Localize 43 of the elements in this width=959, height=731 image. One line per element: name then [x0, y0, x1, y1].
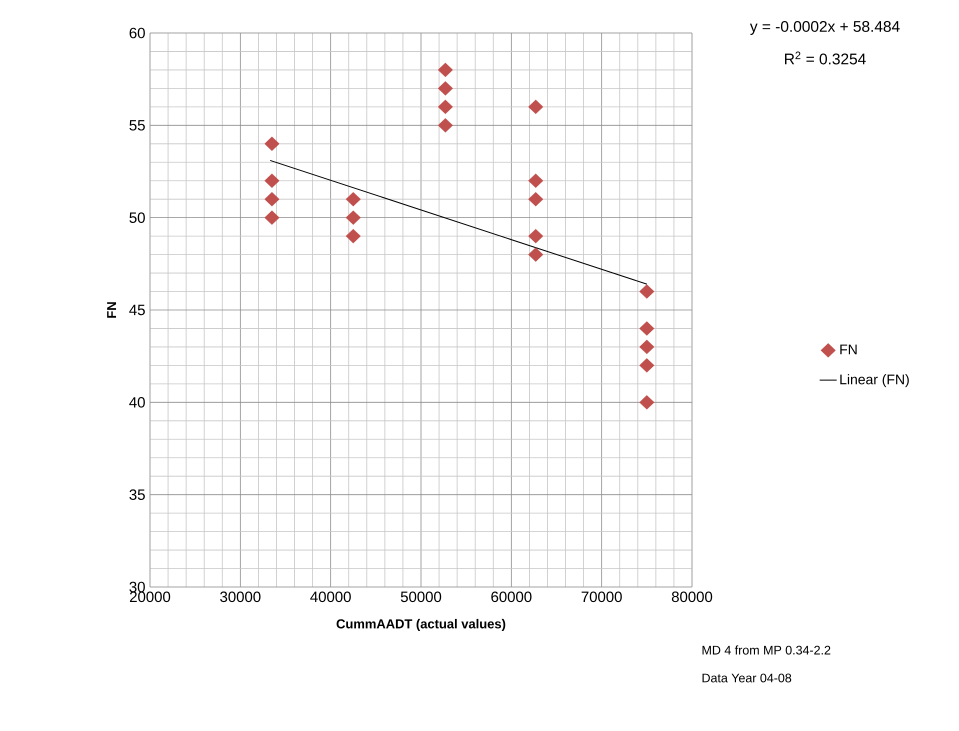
x-tick-label: 40000: [310, 592, 351, 602]
legend-label: Linear (FN): [840, 374, 909, 388]
point: [528, 247, 544, 262]
text: y = -0.0002x + 58.484: [750, 21, 900, 35]
y-tick-label: 40: [129, 397, 145, 408]
x-tick-label: 60000: [491, 592, 532, 602]
x-axis-title: CummAADT (actual values): [336, 618, 506, 631]
y-tick-label: 60: [130, 28, 145, 38]
y-tick-label: 55: [129, 120, 145, 131]
y-tick-label: 35: [129, 489, 145, 500]
point: [264, 136, 280, 151]
point: [528, 174, 544, 188]
point: [438, 100, 453, 114]
y-axis-title: FN: [107, 302, 116, 318]
text: Data Year 04-08: [702, 674, 792, 682]
x-tick-label: 20000: [130, 592, 170, 602]
point: [528, 228, 544, 244]
point: [346, 210, 361, 225]
point: [528, 100, 544, 114]
point: [438, 118, 453, 133]
point: [639, 340, 654, 354]
x-tick-label: 70000: [582, 592, 622, 602]
legend-label: FN: [840, 344, 857, 354]
x-tick-label: 50000: [400, 592, 442, 602]
point: [346, 192, 361, 206]
text: MD 4 from MP 0.34-2.2: [702, 645, 830, 655]
point: [438, 81, 453, 96]
text: R$^{2}$ = 0.3254: [785, 52, 866, 64]
point: [639, 358, 654, 373]
x-tick-label: 80000: [672, 592, 712, 602]
point: [264, 192, 280, 206]
x-tick-label: 30000: [220, 592, 261, 602]
point: [639, 321, 654, 336]
y-tick-label: 45: [129, 304, 145, 316]
point: [438, 62, 453, 78]
point: [639, 395, 654, 410]
point: [346, 228, 361, 244]
y-tick-label: 30: [129, 582, 145, 592]
y-tick-label: 50: [129, 212, 145, 223]
point: [528, 192, 544, 206]
point: [639, 284, 654, 299]
point: [264, 174, 280, 188]
point: [264, 210, 280, 225]
